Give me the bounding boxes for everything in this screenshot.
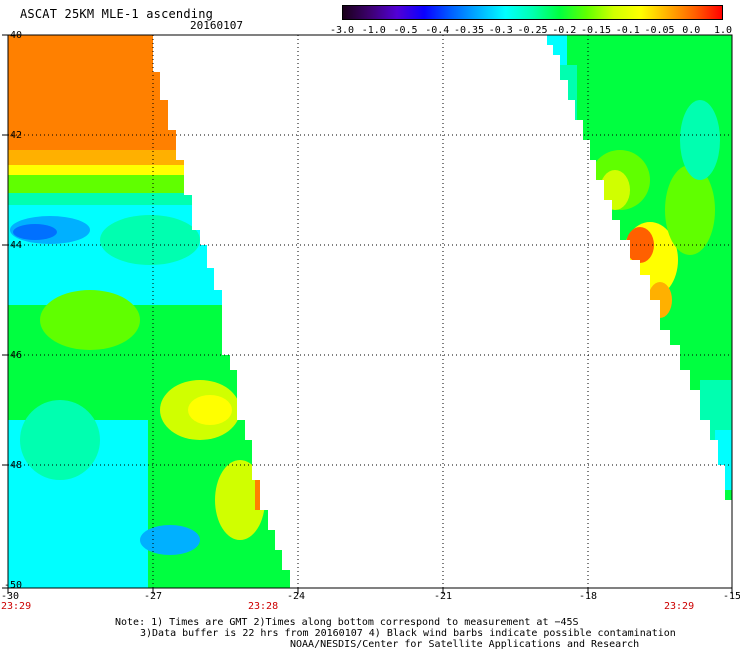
graticule xyxy=(2,34,733,594)
longitude-label: -30 xyxy=(0,591,20,602)
time-label-mid: 23:28 xyxy=(248,601,279,612)
colorbar-tick-label: 1.0 xyxy=(713,25,733,36)
latitude-label: -44 xyxy=(4,240,23,251)
latitude-label: -40 xyxy=(4,30,23,41)
time-label-right: 23:29 xyxy=(664,601,695,612)
colorbar-tick-label: -0.15 xyxy=(580,25,612,36)
longitude-label: -21 xyxy=(433,591,453,602)
product-title: ASCAT 25KM MLE-1 ascending xyxy=(20,7,214,21)
colorbar-tick-label: -0.4 xyxy=(425,25,450,36)
colorbar-tick-label: -0.05 xyxy=(644,25,675,36)
longitude-label: -24 xyxy=(286,591,306,602)
latitude-label: -42 xyxy=(4,130,23,141)
note-line-3: NOAA/NESDIS/Center for Satellite Applica… xyxy=(290,639,640,650)
note-line-1: Note: 1) Times are GMT 2)Times along bot… xyxy=(115,617,579,628)
longitude-label: -27 xyxy=(143,591,163,602)
latitude-label: -46 xyxy=(4,350,23,361)
swath-right xyxy=(547,35,732,500)
longitude-label: -15 xyxy=(722,591,740,602)
colorbar-tick-label: -3.0 xyxy=(329,25,355,36)
colorbar-tick-label: -1.0 xyxy=(361,25,386,36)
product-date: 20160107 xyxy=(190,19,243,32)
colorbar xyxy=(342,5,723,20)
time-label-left: 23:29 xyxy=(1,601,32,612)
colorbar-tick-label: -0.1 xyxy=(615,25,640,36)
note-line-2: 3)Data buffer is 22 hrs from 20160107 4)… xyxy=(140,628,676,639)
colorbar-tick-label: -0.25 xyxy=(517,25,548,36)
colorbar-tick-label: 0.0 xyxy=(682,25,701,36)
colorbar-tick-label: -0.2 xyxy=(552,25,577,36)
colorbar-tick-label: -0.35 xyxy=(453,25,485,36)
longitude-label: -18 xyxy=(578,591,598,602)
latitude-label: -48 xyxy=(4,460,23,471)
colorbar-tick-label: -0.5 xyxy=(393,25,418,36)
map-frame xyxy=(7,34,733,589)
latitude-label: -50 xyxy=(4,580,23,591)
colorbar-tick-label: -0.3 xyxy=(488,25,513,36)
